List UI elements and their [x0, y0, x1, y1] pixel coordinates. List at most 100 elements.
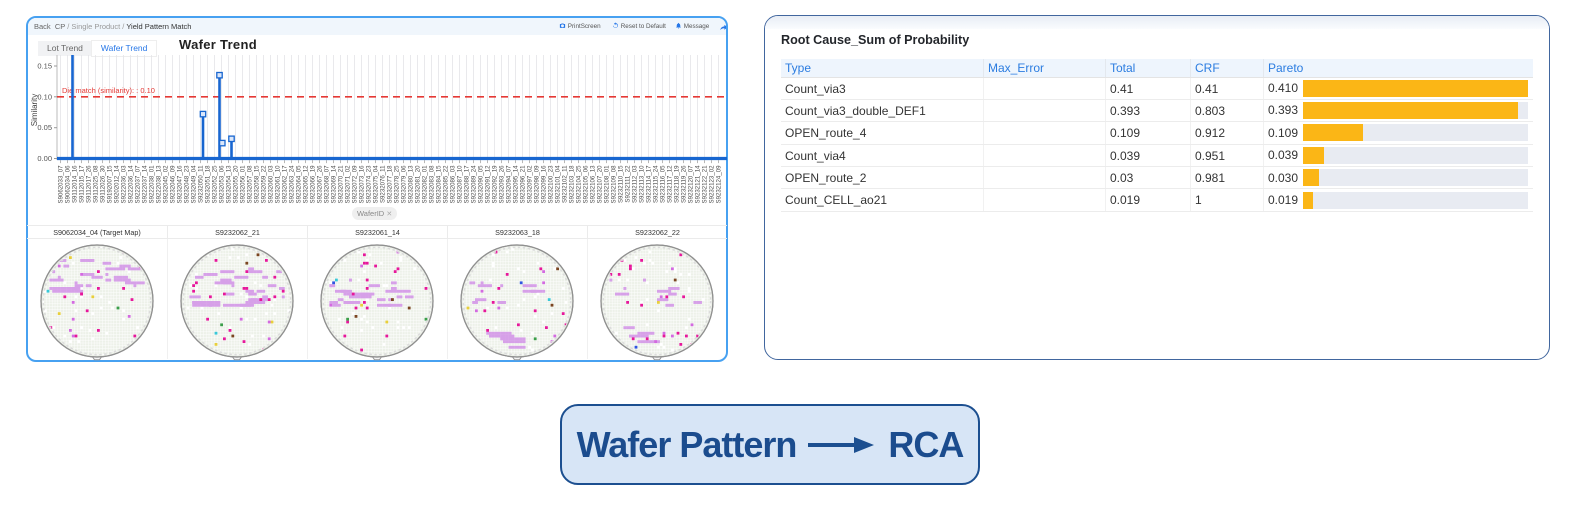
- svg-text:S9232106_13: S9232106_13: [589, 165, 596, 204]
- svg-text:S9202012_14: S9202012_14: [113, 165, 120, 204]
- svg-text:S9232120_07: S9232120_07: [687, 165, 694, 204]
- svg-text:S9232062_17: S9232062_17: [281, 165, 288, 204]
- svg-text:S9232058_15: S9232058_15: [253, 165, 260, 204]
- svg-text:S9062033_07: S9062033_07: [57, 165, 64, 204]
- svg-text:S9232121_14: S9232121_14: [694, 165, 701, 204]
- svg-text:S9232097_02: S9232097_02: [526, 165, 533, 204]
- svg-text:0.10: 0.10: [37, 92, 52, 101]
- svg-text:S9232076_11: S9232076_11: [379, 165, 386, 203]
- svg-text:S9232080_13: S9232080_13: [407, 165, 414, 204]
- svg-text:S9232088_17: S9232088_17: [463, 165, 470, 204]
- svg-text:S9232077_18: S9232077_18: [386, 165, 393, 204]
- svg-text:S9232104_25: S9232104_25: [575, 165, 582, 204]
- svg-text:S9232112_03: S9232112_03: [631, 165, 638, 203]
- svg-text:0.00: 0.00: [37, 154, 52, 163]
- svg-text:S9232105_06: S9232105_06: [582, 165, 589, 204]
- svg-text:S9232099_16: S9232099_16: [540, 165, 547, 204]
- svg-text:S9232096_21: S9232096_21: [519, 165, 526, 204]
- svg-text:S9232090_05: S9232090_05: [477, 165, 484, 204]
- svg-text:S9232054_13: S9232054_13: [225, 165, 232, 204]
- svg-text:S9232060_03: S9232060_03: [267, 165, 274, 204]
- svg-text:S9232079_06: S9232079_06: [400, 165, 407, 204]
- svg-text:S9222037_14: S9222037_14: [141, 165, 148, 204]
- svg-text:S9232111_22: S9232111_22: [624, 165, 631, 203]
- svg-text:S9232122_21: S9232122_21: [701, 165, 708, 204]
- svg-text:S9232082_01: S9232082_01: [421, 165, 428, 204]
- svg-text:S9222037_07: S9222037_07: [134, 165, 141, 204]
- svg-text:S9232059_22: S9232059_22: [260, 165, 267, 204]
- svg-text:S9232095_14: S9232095_14: [512, 165, 519, 204]
- svg-text:S9232069_14: S9232069_14: [330, 165, 337, 204]
- svg-text:S9232066_19: S9232066_19: [309, 165, 316, 204]
- svg-text:S9232100_23: S9232100_23: [547, 165, 554, 204]
- svg-text:0.05: 0.05: [37, 123, 52, 132]
- svg-text:S9232103_18: S9232103_18: [568, 165, 575, 204]
- svg-text:S9232093_26: S9232093_26: [498, 165, 505, 204]
- svg-text:S9222036_03: S9222036_03: [120, 165, 127, 204]
- svg-text:S9232051_18: S9232051_18: [204, 165, 211, 204]
- svg-text:Similarity: Similarity: [30, 94, 39, 126]
- svg-text:S9232057_08: S9232057_08: [246, 165, 253, 204]
- svg-text:S9232053_06: S9232053_06: [218, 165, 225, 204]
- svg-text:S9232091_12: S9232091_12: [484, 165, 491, 204]
- svg-text:S9232116_05: S9232116_05: [659, 165, 666, 203]
- svg-text:S9232046_09: S9232046_09: [169, 165, 176, 204]
- svg-text:S9192007_15: S9192007_15: [106, 165, 113, 204]
- svg-text:S9232094_07: S9232094_07: [505, 165, 512, 204]
- svg-text:S9062034_06: S9062034_06: [64, 165, 71, 204]
- svg-text:S9232098_09: S9232098_09: [533, 165, 540, 204]
- svg-text:S9232047_16: S9232047_16: [176, 165, 183, 204]
- svg-text:S9232101_04: S9232101_04: [554, 165, 561, 204]
- svg-text:S9232115_24: S9232115_24: [652, 165, 659, 203]
- svg-text:S9222038_13: S9222038_13: [155, 165, 162, 204]
- svg-text:S9232113_10: S9232113_10: [638, 165, 645, 203]
- svg-text:S9232078_25: S9232078_25: [393, 165, 400, 204]
- svg-text:S9232081_20: S9232081_20: [414, 165, 421, 204]
- svg-text:S9112015_17: S9112015_17: [78, 165, 85, 203]
- svg-text:S9232045_02: S9232045_02: [162, 165, 169, 204]
- svg-text:S9232114_17: S9232114_17: [645, 165, 652, 203]
- svg-text:S9112014_16: S9112014_16: [71, 165, 78, 203]
- svg-text:S9232108_01: S9232108_01: [603, 165, 610, 204]
- svg-text:0.15: 0.15: [37, 62, 52, 71]
- svg-text:S9232123_02: S9232123_02: [708, 165, 715, 204]
- svg-text:S9232119_26: S9232119_26: [680, 165, 687, 203]
- svg-text:S9232117_12: S9232117_12: [666, 165, 673, 203]
- svg-text:S9232124_09: S9232124_09: [715, 165, 722, 204]
- svg-text:Die match (similarity): : 0.10: Die match (similarity): : 0.10: [62, 86, 155, 95]
- svg-text:S9232107_20: S9232107_20: [596, 165, 603, 204]
- svg-text:S9232064_05: S9232064_05: [295, 165, 302, 204]
- svg-text:S9232075_04: S9232075_04: [372, 165, 379, 204]
- svg-text:S9222036_14: S9222036_14: [127, 165, 134, 204]
- svg-text:S9232068_07: S9232068_07: [323, 165, 330, 204]
- svg-text:S9232073_16: S9232073_16: [358, 165, 365, 204]
- svg-text:S9232110_15: S9232110_15: [617, 165, 624, 203]
- svg-text:S9232109_08: S9232109_08: [610, 165, 617, 204]
- svg-text:S9232083_08: S9232083_08: [428, 165, 435, 204]
- svg-text:S9232089_24: S9232089_24: [470, 165, 477, 204]
- svg-text:S9232070_21: S9232070_21: [337, 165, 344, 204]
- svg-text:S9232050_11: S9232050_11: [197, 165, 204, 203]
- svg-text:S9232086_03: S9232086_03: [449, 165, 456, 204]
- svg-text:S9112026_30: S9112026_30: [99, 165, 106, 203]
- svg-text:S9232118_19: S9232118_19: [673, 165, 680, 203]
- svg-text:S9232063_24: S9232063_24: [288, 165, 295, 204]
- svg-text:S9232067_26: S9232067_26: [316, 165, 323, 204]
- svg-text:S9232056_01: S9232056_01: [239, 165, 246, 204]
- svg-text:S9232072_09: S9232072_09: [351, 165, 358, 204]
- svg-text:S9232052_25: S9232052_25: [211, 165, 218, 204]
- svg-text:S9232092_19: S9232092_19: [491, 165, 498, 204]
- svg-text:S9222038_01: S9222038_01: [148, 165, 155, 204]
- svg-text:S9232087_10: S9232087_10: [456, 165, 463, 204]
- svg-text:S9232084_15: S9232084_15: [435, 165, 442, 204]
- svg-text:S9112025_08: S9112025_08: [92, 165, 99, 203]
- svg-text:S9232085_22: S9232085_22: [442, 165, 449, 204]
- svg-text:S9232065_12: S9232065_12: [302, 165, 309, 204]
- svg-text:S9232061_10: S9232061_10: [274, 165, 281, 204]
- svg-text:S9232049_04: S9232049_04: [190, 165, 197, 204]
- svg-text:S9232055_20: S9232055_20: [232, 165, 239, 204]
- svg-text:S9232074_23: S9232074_23: [365, 165, 372, 204]
- svg-text:S9232102_11: S9232102_11: [561, 165, 568, 203]
- svg-text:S9112017_26: S9112017_26: [85, 165, 92, 203]
- svg-text:S9232048_23: S9232048_23: [183, 165, 190, 204]
